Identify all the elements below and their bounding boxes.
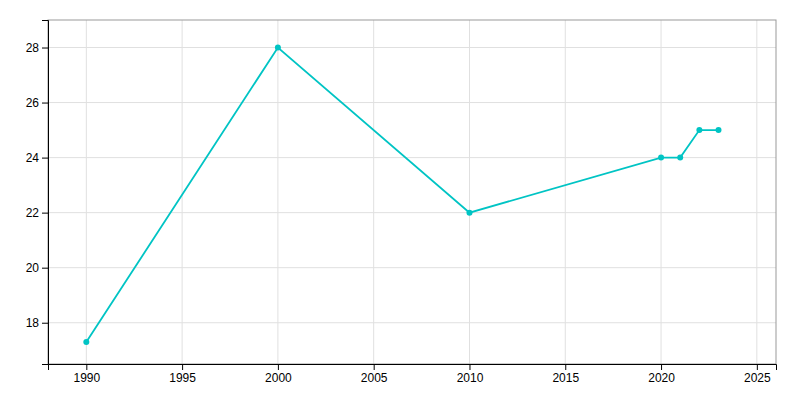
x-tick-mark xyxy=(278,364,279,370)
y-tick: 20 xyxy=(26,261,48,275)
grid-line-x xyxy=(661,20,662,364)
y-tick-label: 22 xyxy=(26,206,40,220)
grid-line-y xyxy=(48,102,776,103)
x-tick: 2000 xyxy=(265,364,292,385)
grid-line-x xyxy=(86,20,87,364)
grid-line-x xyxy=(565,20,566,364)
point xyxy=(275,45,281,51)
grid-line-y xyxy=(48,322,776,323)
y-axis: 18 20 22 24 26 28 xyxy=(26,21,49,365)
y-tick-label: 26 xyxy=(26,96,40,110)
x-tick: 2015 xyxy=(552,364,579,385)
x-tick-mark xyxy=(182,364,183,370)
x-tick: 1990 xyxy=(73,364,100,385)
x-tick-mark xyxy=(565,364,566,370)
y-tick: 22 xyxy=(26,206,48,220)
grid-line-x xyxy=(182,20,183,364)
y-axis-line xyxy=(42,21,49,365)
grid-line-x xyxy=(469,20,470,364)
grid-line-y xyxy=(48,267,776,268)
y-tick-label: 28 xyxy=(26,41,40,55)
grid xyxy=(48,20,776,364)
plot-frame xyxy=(48,20,776,364)
y-tick: 24 xyxy=(26,151,48,165)
x-tick: 2010 xyxy=(457,364,484,385)
plot-area xyxy=(83,45,721,345)
x-tick-label: 1990 xyxy=(73,371,100,385)
y-tick: 26 xyxy=(26,96,48,110)
y-tick-label: 24 xyxy=(26,151,40,165)
x-tick-label: 2025 xyxy=(744,371,771,385)
x-tick-label: 2010 xyxy=(457,371,484,385)
x-tick: 2005 xyxy=(361,364,388,385)
y-tick-mark xyxy=(42,323,48,324)
point xyxy=(658,155,664,161)
x-tick-mark xyxy=(374,364,375,370)
y-tick-mark xyxy=(42,268,48,269)
y-tick-mark xyxy=(42,48,48,49)
x-tick-mark xyxy=(86,364,87,370)
y-tick-mark xyxy=(42,213,48,214)
grid-line-y xyxy=(48,47,776,48)
line xyxy=(86,48,718,342)
grid-line-x xyxy=(277,20,278,364)
x-tick-mark xyxy=(661,364,662,370)
x-axis: 1990 1995 2000 2005 2010 2015 2020 2025 xyxy=(49,364,777,385)
chart: 1990 1995 2000 2005 2010 2015 2020 2025 18 20 22 24… xyxy=(0,0,800,400)
grid-line-x xyxy=(373,20,374,364)
y-tick-label: 18 xyxy=(26,316,40,330)
point xyxy=(466,210,472,216)
x-tick-label: 2015 xyxy=(552,371,579,385)
point xyxy=(677,155,683,161)
x-tick: 2025 xyxy=(744,364,771,385)
x-tick: 2020 xyxy=(648,364,675,385)
grid-line-y xyxy=(48,212,776,213)
x-tick-label: 1995 xyxy=(169,371,196,385)
point xyxy=(716,127,722,133)
x-tick-label: 2020 xyxy=(648,371,675,385)
grid-line-x xyxy=(756,20,757,364)
x-axis-line xyxy=(49,365,777,371)
y-tick-mark xyxy=(42,158,48,159)
y-tick-mark xyxy=(42,103,48,104)
y-tick: 28 xyxy=(26,41,48,55)
y-tick: 18 xyxy=(26,316,48,330)
point xyxy=(83,339,89,345)
y-tick-label: 20 xyxy=(26,261,40,275)
x-tick: 1995 xyxy=(169,364,196,385)
x-tick-label: 2005 xyxy=(361,371,388,385)
x-tick-label: 2000 xyxy=(265,371,292,385)
x-tick-mark xyxy=(469,364,470,370)
x-tick-mark xyxy=(757,364,758,370)
point xyxy=(696,127,702,133)
